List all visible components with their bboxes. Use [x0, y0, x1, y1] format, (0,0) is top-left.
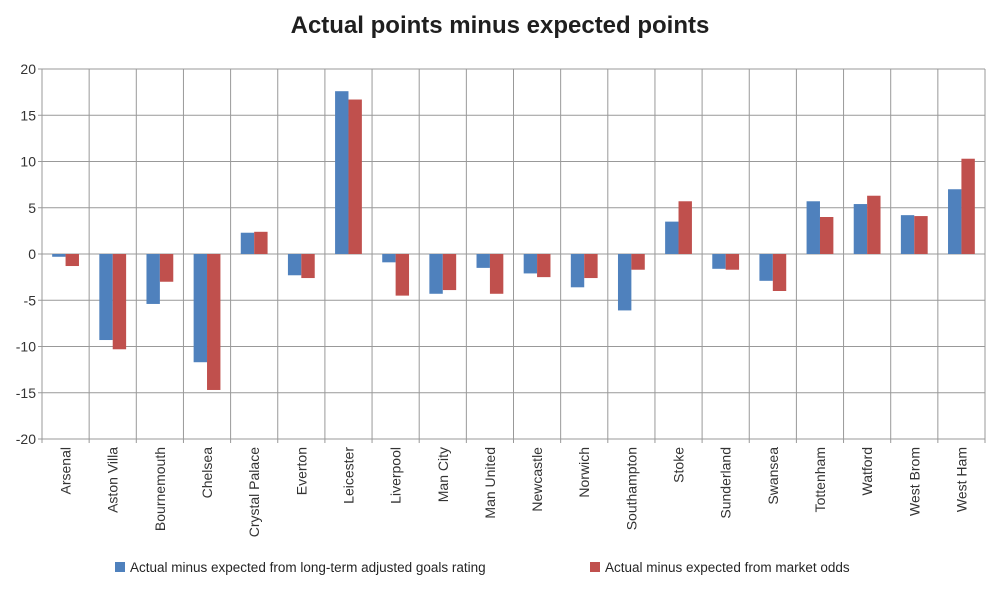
- bar-watford-market-odds: [867, 195, 881, 254]
- bar-swansea-market-odds: [772, 254, 787, 291]
- x-category-label: Tottenham: [812, 447, 828, 512]
- y-tick-label: -20: [16, 431, 36, 447]
- bar-southampton-market-odds: [631, 254, 645, 270]
- bar-crystal-palace-market-odds: [254, 231, 268, 254]
- y-tick-label: 0: [28, 246, 36, 262]
- bar-crystal-palace-goals-rating: [240, 232, 255, 254]
- bar-tottenham-market-odds: [819, 217, 834, 254]
- x-category-label: Watford: [859, 447, 875, 496]
- x-category-label: Sunderland: [718, 447, 734, 519]
- y-tick-label: 20: [20, 61, 36, 77]
- x-category-label: Leicester: [340, 447, 356, 504]
- legend-label: Actual minus expected from market odds: [605, 559, 850, 575]
- x-category-label: Everton: [293, 447, 309, 495]
- y-tick-label: -10: [16, 339, 36, 355]
- bar-liverpool-goals-rating: [382, 254, 396, 263]
- legend-swatch-blue-icon: [115, 562, 125, 572]
- bar-man-united-goals-rating: [476, 254, 490, 268]
- bar-liverpool-market-odds: [395, 254, 410, 296]
- x-category-label: Norwich: [576, 447, 592, 498]
- bar-leicester-market-odds: [348, 99, 362, 255]
- x-category-label: Southampton: [623, 447, 639, 530]
- bar-west-brom-goals-rating: [900, 215, 915, 254]
- bar-watford-goals-rating: [853, 204, 868, 254]
- chart-legend: Actual minus expected from long-term adj…: [0, 558, 1000, 582]
- x-category-label: Man United: [482, 447, 498, 519]
- legend-entry-market-odds: Actual minus expected from market odds: [590, 558, 850, 576]
- bar-sunderland-market-odds: [725, 254, 740, 270]
- x-category-label: Man City: [435, 447, 451, 502]
- bar-newcastle-market-odds: [537, 254, 551, 278]
- bar-chart-plot: 20 15 10 5 0 -5 -10 -15 -20 Arsenal Aston Villa Bou…: [16, 61, 986, 537]
- bar-chelsea-goals-rating: [193, 254, 208, 363]
- bar-norwich-market-odds: [584, 254, 598, 279]
- chart-title: Actual points minus expected points: [290, 12, 710, 39]
- bar-tottenham-goals-rating: [806, 201, 820, 254]
- bar-stoke-goals-rating: [665, 221, 679, 254]
- legend-entry-goals-rating: Actual minus expected from long-term adj…: [115, 558, 486, 576]
- x-category-label: Arsenal: [58, 447, 74, 494]
- y-tick-label: -5: [24, 292, 37, 308]
- bar-west-ham-goals-rating: [948, 189, 962, 254]
- x-category-label: Newcastle: [529, 447, 545, 512]
- y-tick-label: 15: [20, 107, 36, 123]
- bar-aston-villa-market-odds: [112, 254, 127, 350]
- y-tick-label: -15: [16, 385, 36, 401]
- x-category-label: Aston Villa: [105, 447, 121, 513]
- bar-man-city-market-odds: [442, 254, 457, 291]
- x-category-label: West Ham: [953, 447, 969, 512]
- bar-swansea-goals-rating: [759, 254, 773, 281]
- bar-sunderland-goals-rating: [712, 254, 726, 269]
- bar-man-united-market-odds: [489, 254, 504, 294]
- bar-chelsea-market-odds: [207, 254, 221, 390]
- legend-label: Actual minus expected from long-term adj…: [130, 559, 486, 575]
- bar-west-ham-market-odds: [961, 158, 975, 254]
- bar-newcastle-goals-rating: [523, 254, 538, 274]
- bar-aston-villa-goals-rating: [99, 254, 113, 341]
- bar-man-city-goals-rating: [429, 254, 443, 294]
- x-category-label: West Brom: [906, 447, 922, 516]
- bar-bournemouth-goals-rating: [146, 254, 160, 304]
- bar-everton-market-odds: [301, 254, 315, 279]
- y-tick-label: 10: [20, 154, 36, 170]
- bar-norwich-goals-rating: [570, 254, 585, 288]
- legend-swatch-red-icon: [590, 562, 600, 572]
- bar-arsenal-market-odds: [65, 254, 79, 267]
- x-category-label: Liverpool: [388, 447, 404, 504]
- bar-west-brom-market-odds: [914, 216, 928, 254]
- y-tick-label: 5: [28, 200, 36, 216]
- bar-everton-goals-rating: [287, 254, 302, 276]
- bar-bournemouth-market-odds: [159, 254, 174, 282]
- x-category-label: Swansea: [765, 447, 781, 505]
- bar-stoke-market-odds: [678, 201, 692, 254]
- x-category-label: Chelsea: [199, 447, 215, 499]
- bar-southampton-goals-rating: [617, 254, 632, 311]
- x-category-label: Bournemouth: [152, 447, 168, 531]
- bar-arsenal-goals-rating: [52, 254, 66, 257]
- x-category-label: Stoke: [671, 447, 687, 483]
- bar-leicester-goals-rating: [335, 91, 349, 254]
- x-category-label: Crystal Palace: [246, 447, 262, 537]
